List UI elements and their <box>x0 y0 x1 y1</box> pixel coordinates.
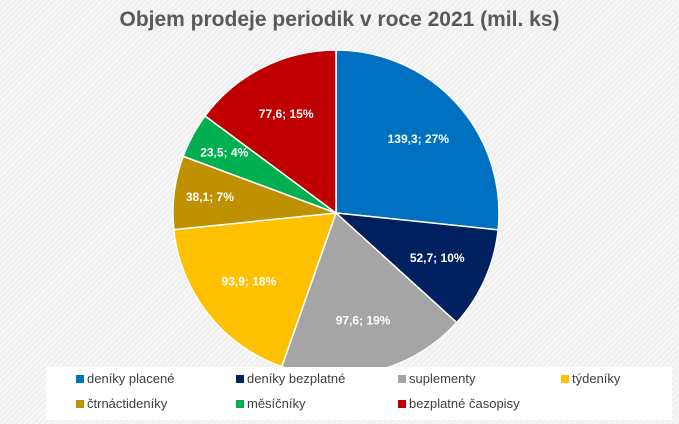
legend-item: suplementy <box>398 371 475 386</box>
data-label: 139,3; 27% <box>388 132 450 146</box>
legend-item: měsíčníky <box>236 396 306 411</box>
legend-item: deníky bezplatné <box>236 371 345 386</box>
legend-label: bezplatné časopisy <box>409 396 520 411</box>
pie-slice <box>335 49 500 231</box>
data-label: 77,6; 15% <box>259 107 314 121</box>
legend-swatch <box>236 399 244 408</box>
legend-item: týdeníky <box>561 371 620 386</box>
legend-swatch <box>76 374 84 383</box>
legend-swatch <box>236 374 244 383</box>
data-label: 38,1; 7% <box>186 190 234 204</box>
legend-item: čtrnáctideníky <box>76 396 167 411</box>
data-label: 52,7; 10% <box>410 251 465 265</box>
pie-slice <box>173 212 338 368</box>
legend-label: měsíčníky <box>247 396 306 411</box>
legend-label: čtrnáctideníky <box>87 396 168 411</box>
legend-label: suplementy <box>409 371 476 386</box>
legend-swatch <box>76 399 84 408</box>
data-label: 23,5; 4% <box>200 145 248 159</box>
chart-title: Objem prodeje periodik v roce 2021 (mil.… <box>119 8 560 31</box>
pie-slice <box>333 212 499 324</box>
data-label: 97,6; 19% <box>336 313 391 327</box>
legend-swatch <box>561 374 569 383</box>
legend-label: deníky bezplatné <box>247 371 346 386</box>
data-label: 93,9; 18% <box>222 275 277 289</box>
legend-item: bezplatné časopisy <box>398 396 520 411</box>
legend: deníky placené deníky bezplatné suplementy… <box>46 367 672 420</box>
legend-label: deníky placené <box>87 371 175 386</box>
legend-item: deníky placené <box>76 371 174 386</box>
legend-swatch <box>398 374 406 383</box>
legend-swatch <box>398 399 406 408</box>
pie-slice <box>204 49 337 215</box>
legend-label: týdeníky <box>572 371 621 386</box>
